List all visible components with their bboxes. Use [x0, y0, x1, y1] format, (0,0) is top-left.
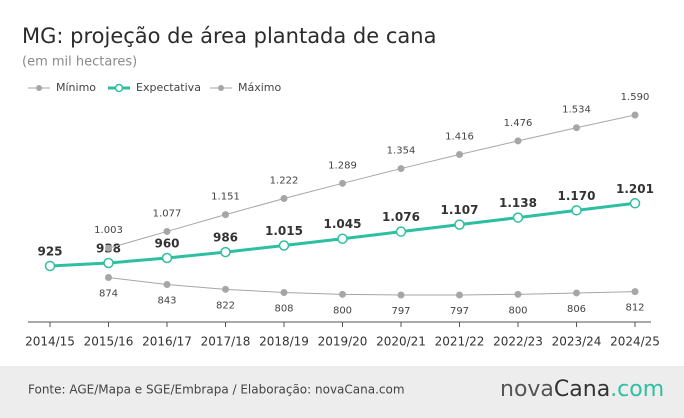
data-label: 925	[37, 244, 62, 258]
data-point	[512, 212, 524, 223]
data-label: 874	[99, 289, 118, 300]
data-point	[163, 281, 171, 289]
footer	[0, 366, 684, 418]
data-point	[397, 165, 405, 173]
data-label: 1.003	[94, 225, 123, 236]
data-label: 797	[450, 306, 469, 317]
data-label: 797	[391, 306, 410, 317]
data-point	[337, 233, 348, 244]
data-point	[220, 246, 231, 258]
data-label: 1.107	[441, 203, 479, 217]
data-point	[454, 219, 465, 230]
data-point	[103, 257, 114, 269]
data-point	[629, 198, 641, 209]
data-label: 808	[274, 304, 293, 315]
data-point	[514, 137, 522, 145]
data-label: 812	[625, 303, 644, 314]
data-point	[456, 291, 463, 299]
data-label: 1.151	[211, 192, 240, 203]
data-point	[514, 290, 522, 298]
data-label: 800	[508, 305, 527, 316]
data-point	[222, 211, 229, 219]
logo-part: Cana	[554, 377, 610, 402]
legend-marker	[218, 85, 224, 91]
data-label: 1.015	[265, 224, 303, 238]
x-tick-label: 2015/16	[84, 335, 134, 349]
x-tick-label: 2018/19	[259, 335, 309, 349]
data-label: 1.590	[621, 92, 650, 103]
data-point	[456, 150, 463, 158]
data-label: 1.416	[445, 131, 474, 142]
chart-subtitle: (em mil hectares)	[22, 55, 137, 70]
data-point	[571, 205, 582, 216]
legend-label: Expectativa	[136, 81, 201, 94]
data-point	[573, 124, 580, 132]
data-point	[278, 240, 290, 251]
data-point	[631, 111, 639, 119]
data-label: 843	[157, 296, 176, 307]
data-point	[280, 195, 288, 203]
data-point	[105, 274, 112, 282]
data-point	[339, 179, 346, 187]
legend-label: Máximo	[238, 81, 282, 94]
data-label: 1.534	[562, 105, 591, 116]
data-label: 1.201	[616, 182, 654, 196]
data-label: 986	[213, 231, 238, 245]
data-label: 1.076	[382, 210, 420, 224]
x-tick-label: 2017/18	[201, 335, 251, 349]
data-label: 800	[333, 305, 352, 316]
x-tick-label: 2020/21	[376, 335, 426, 349]
legend-label: Mínimo	[56, 81, 96, 94]
data-point	[161, 252, 173, 264]
data-label: 1.354	[387, 146, 416, 157]
data-point	[395, 226, 407, 237]
series-line	[108, 277, 636, 296]
source: Fonte: AGE/Mapa e SGE/Embrapa / Elaboraç…	[28, 383, 405, 397]
data-label: 1.170	[558, 189, 596, 203]
data-point	[397, 291, 405, 299]
x-tick-label: 2023/24	[552, 335, 602, 349]
data-label: 1.476	[504, 118, 533, 129]
data-point	[44, 260, 56, 272]
logo: novaCana.com	[500, 377, 664, 402]
data-point	[631, 288, 639, 296]
legend-marker	[114, 83, 124, 93]
x-tick-label: 2021/22	[435, 335, 485, 349]
x-tick-label: 2014/15	[25, 335, 75, 349]
logo-part: .com	[610, 377, 664, 402]
data-point	[573, 289, 580, 297]
x-tick-label: 2016/17	[142, 335, 192, 349]
data-point	[105, 244, 112, 252]
data-point	[222, 285, 229, 293]
x-tick-label: 2022/23	[493, 335, 543, 349]
data-label: 960	[154, 237, 179, 251]
data-label: 1.138	[499, 196, 537, 210]
data-label: 1.045	[324, 217, 362, 231]
logo-part: nova	[500, 377, 554, 402]
series-line	[108, 114, 636, 249]
data-label: 822	[216, 300, 235, 311]
data-label: 1.222	[270, 176, 299, 187]
data-point	[280, 289, 288, 297]
data-label: 1.077	[153, 208, 182, 219]
chart-title: MG: projeção de área plantada de cana	[22, 24, 436, 48]
x-tick-label: 2024/25	[610, 335, 660, 349]
x-tick-label: 2019/20	[318, 335, 368, 349]
data-label: 1.289	[328, 160, 357, 171]
data-label: 806	[567, 304, 586, 315]
data-point	[339, 290, 346, 298]
data-point	[163, 227, 171, 235]
legend-marker	[36, 85, 42, 91]
